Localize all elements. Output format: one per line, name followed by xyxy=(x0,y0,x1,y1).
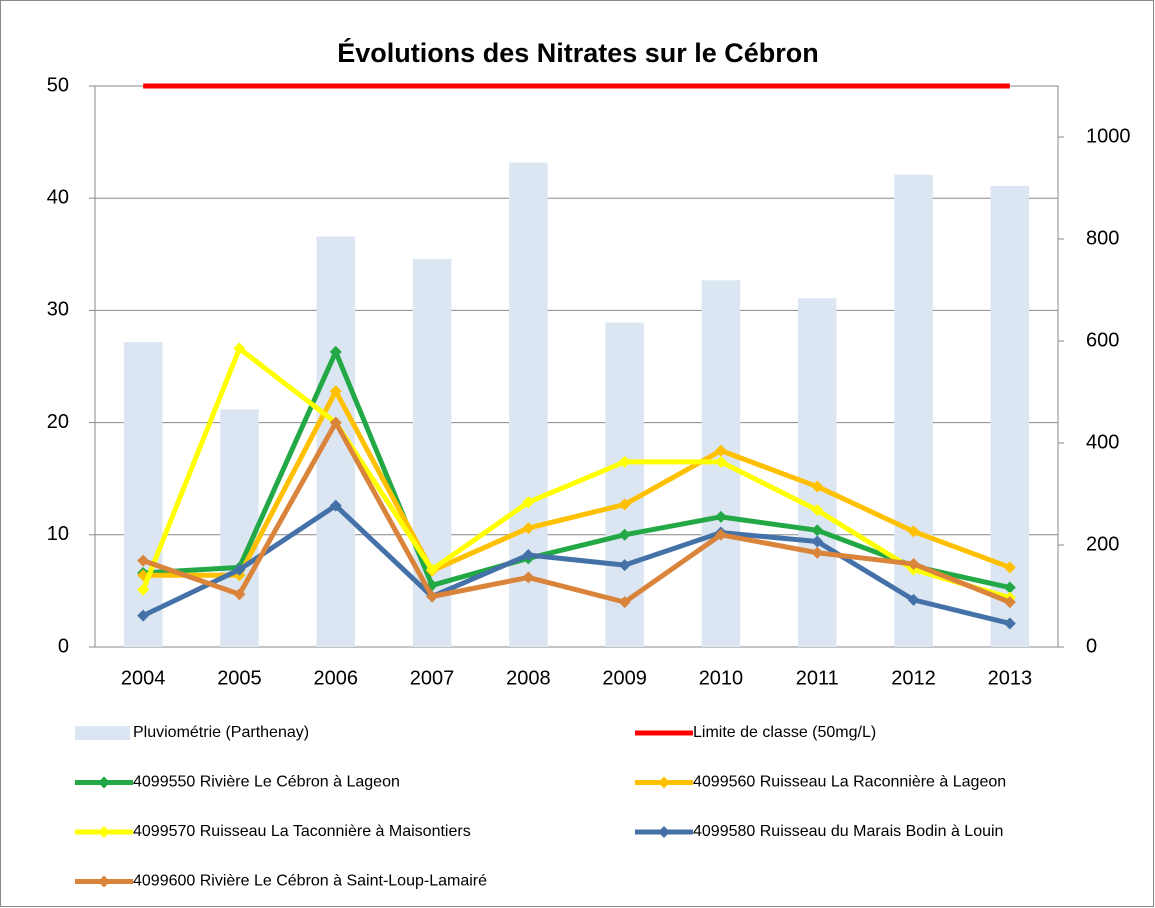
x-tick-label: 2008 xyxy=(506,667,551,689)
bar xyxy=(220,409,259,647)
marker xyxy=(714,528,727,541)
line xyxy=(143,388,1011,578)
legend-label: 4099580 Ruisseau du Marais Bodin à Louin xyxy=(693,823,1003,840)
bar xyxy=(894,174,933,648)
bar xyxy=(123,342,163,647)
x-tick-label: 2007 xyxy=(410,667,455,689)
marker xyxy=(907,557,920,570)
marker xyxy=(329,499,342,512)
legend-label: 4099560 Ruisseau La Raconnière à Lageon xyxy=(693,774,1006,791)
marker xyxy=(233,342,246,355)
y2-tick-label: 800 xyxy=(1086,227,1119,249)
line xyxy=(143,349,1011,590)
marker xyxy=(1003,617,1016,630)
marker xyxy=(522,571,535,584)
y2-tick-label: 400 xyxy=(1086,431,1119,453)
y2-tick-label: 600 xyxy=(1086,329,1119,351)
legend-label: 4099600 Rivière Le Cébron à Saint-Loup-L… xyxy=(133,873,487,890)
legend-marker xyxy=(98,776,110,789)
marker xyxy=(233,588,246,601)
x-tick-label: 2004 xyxy=(121,667,166,689)
marker xyxy=(618,559,631,572)
line xyxy=(140,346,1011,601)
line xyxy=(142,503,1011,626)
bar xyxy=(509,162,548,647)
x-tick-label: 2012 xyxy=(891,667,936,689)
legend-marker xyxy=(658,826,670,838)
marker xyxy=(811,546,824,559)
marker xyxy=(811,535,824,548)
marker xyxy=(811,480,824,493)
legend-marker xyxy=(98,826,110,838)
legend-label: Pluviométrie (Parthenay) xyxy=(133,724,309,741)
marker xyxy=(522,548,535,561)
marker xyxy=(907,525,920,538)
chart-title: Évolutions des Nitrates sur le Cébron xyxy=(337,37,819,68)
x-tick-label: 2013 xyxy=(988,667,1033,689)
marker xyxy=(714,444,727,457)
y-tick-label: 50 xyxy=(47,74,69,96)
x-tick-label: 2009 xyxy=(602,667,647,689)
marker xyxy=(329,345,342,358)
legend-marker xyxy=(658,776,670,789)
y-tick-label: 20 xyxy=(47,411,69,433)
legend-label: Limite de classe (50mg/L) xyxy=(693,724,876,741)
marker xyxy=(137,554,150,567)
marker xyxy=(811,524,824,537)
bar xyxy=(797,298,837,647)
marker xyxy=(1003,561,1016,574)
marker xyxy=(1003,596,1016,609)
y2-tick-label: 200 xyxy=(1086,533,1119,555)
marker xyxy=(137,583,150,596)
y2-tick-label: 0 xyxy=(1086,635,1097,657)
line xyxy=(142,420,1011,605)
marker xyxy=(329,416,342,429)
x-tick-label: 2006 xyxy=(314,667,359,689)
marker xyxy=(329,385,342,398)
marker xyxy=(1003,581,1016,594)
marker xyxy=(618,528,631,541)
y2-tick-label: 1000 xyxy=(1086,125,1131,147)
bar xyxy=(990,185,1030,647)
legend-label: 4099550 Rivière Le Cébron à Lageon xyxy=(133,774,400,791)
marker xyxy=(426,563,439,576)
legend-label: 4099570 Ruisseau La Taconnière à Maisont… xyxy=(133,823,471,840)
marker xyxy=(618,596,631,609)
marker xyxy=(618,498,631,511)
marker xyxy=(714,455,727,468)
marker xyxy=(233,563,246,576)
marker xyxy=(618,455,631,468)
marker xyxy=(522,522,535,535)
marker xyxy=(137,609,150,622)
legend-marker xyxy=(98,875,110,888)
x-tick-label: 2005 xyxy=(217,667,262,689)
x-tick-label: 2010 xyxy=(699,667,744,689)
x-tick-label: 2011 xyxy=(796,667,839,689)
marker xyxy=(426,590,439,603)
legend-swatch xyxy=(75,726,130,740)
marker xyxy=(714,510,727,523)
marker xyxy=(907,593,920,606)
y-tick-label: 40 xyxy=(47,186,69,208)
marker xyxy=(522,496,535,509)
marker xyxy=(811,504,824,517)
y-tick-label: 30 xyxy=(47,299,69,321)
y-tick-label: 0 xyxy=(58,635,69,657)
y-tick-label: 10 xyxy=(47,523,69,545)
